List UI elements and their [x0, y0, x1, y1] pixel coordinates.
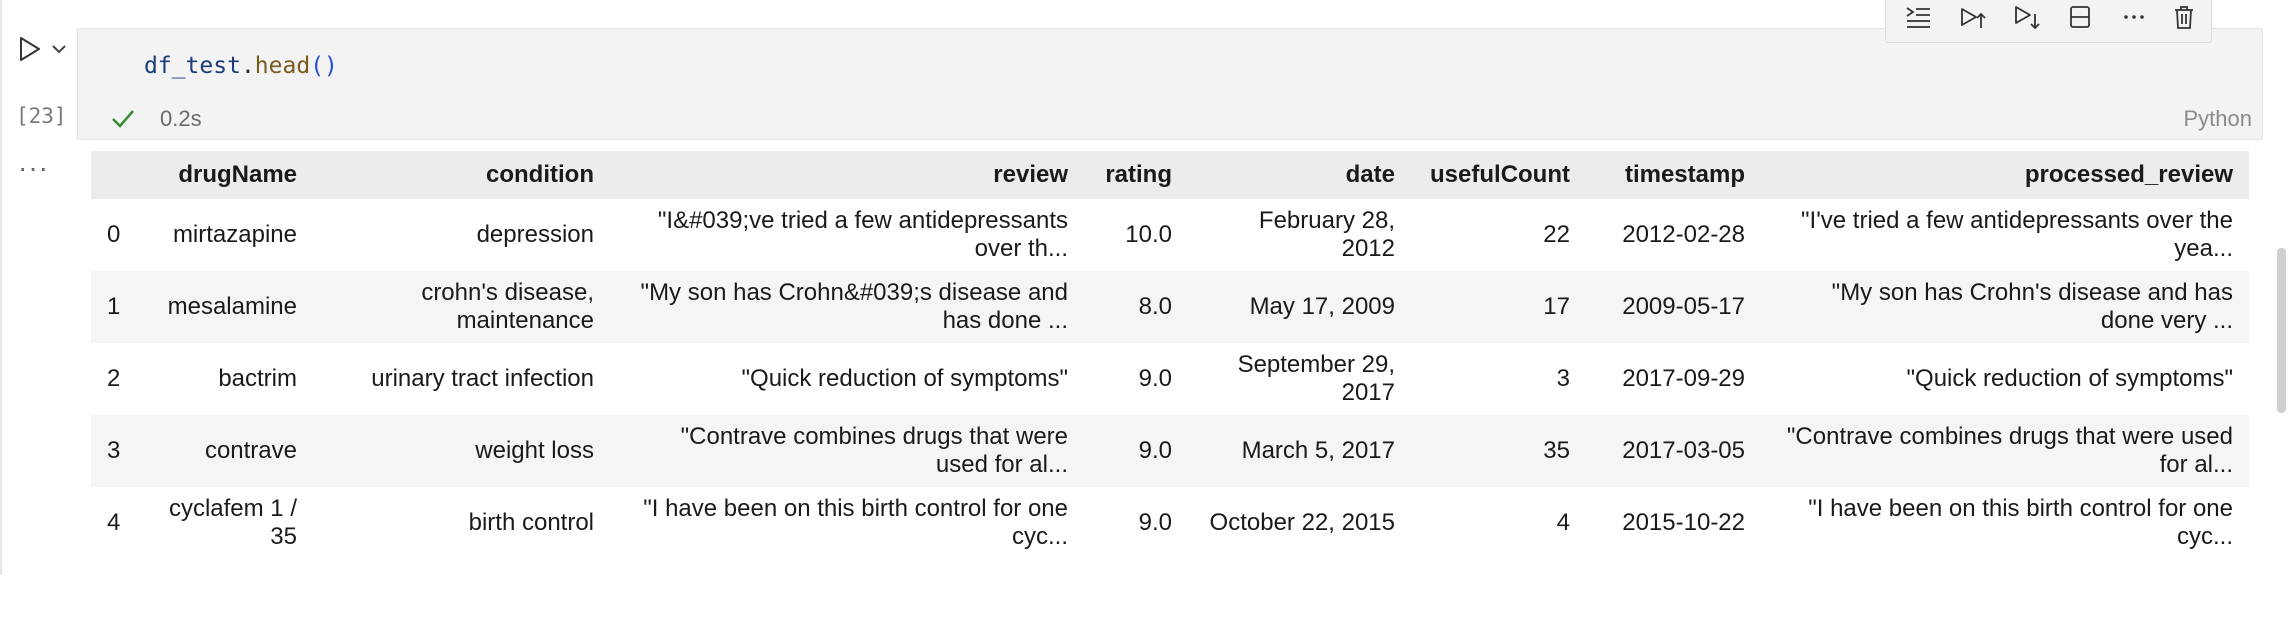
- table-cell: February 28, 2012: [1258, 207, 1395, 262]
- table-cell: "Contrave combines drugs that were used …: [610, 415, 1084, 487]
- table-cell: weight loss: [313, 415, 610, 487]
- table-cell: 2009-05-17: [1586, 271, 1761, 343]
- table-cell: "Quick reduction of symptoms": [1906, 365, 2233, 392]
- table-row: 3 contrave weight loss "Contrave combine…: [91, 415, 2249, 487]
- column-header: review: [610, 151, 1084, 199]
- table-cell: October 22, 2015: [1209, 509, 1395, 536]
- table-cell: 22: [1543, 221, 1570, 248]
- table-row: 4 cyclafem 1 / 35 birth control "I have …: [91, 487, 2249, 559]
- table-cell: 2012-02-28: [1622, 221, 1745, 248]
- delete-icon[interactable]: [2164, 0, 2204, 34]
- dataframe-table: drugName condition review rating date us…: [91, 151, 2249, 559]
- table-cell: "I've tried a few antidepressants over t…: [1801, 207, 2233, 262]
- table-cell: "My son has Crohn's disease and has done…: [1761, 271, 2249, 343]
- execution-count: [23]: [16, 104, 67, 128]
- scrollbar-thumb[interactable]: [2277, 248, 2286, 413]
- table-cell: bactrim: [218, 365, 297, 392]
- table-cell: mesalamine: [143, 271, 313, 343]
- table-header-row: drugName condition review rating date us…: [91, 151, 2249, 199]
- cell-toolbar: [1885, 0, 2212, 43]
- table-cell: March 5, 2017: [1188, 415, 1411, 487]
- table-cell: "I have been on this birth control for o…: [643, 495, 1068, 550]
- chevron-down-icon[interactable]: [50, 40, 68, 58]
- table-cell: contrave: [143, 415, 313, 487]
- table-cell: 17: [1411, 271, 1586, 343]
- table-cell: crohn's disease, maintenance: [313, 271, 610, 343]
- vertical-scrollbar[interactable]: [2274, 0, 2288, 620]
- table-cell: 10.0: [1125, 221, 1172, 248]
- column-header: timestamp: [1586, 151, 1761, 199]
- column-header: condition: [313, 151, 610, 199]
- code-cell[interactable]: df_test.head() 0.2s Python: [77, 28, 2263, 140]
- column-header: drugName: [143, 151, 313, 199]
- table-cell: 9.0: [1138, 365, 1172, 392]
- table-row: 2 bactrim urinary tract infection "Quick…: [91, 343, 2249, 415]
- column-header: rating: [1084, 151, 1188, 199]
- table-cell: cyclafem 1 / 35: [168, 495, 297, 550]
- table-cell: 2017-03-05: [1586, 415, 1761, 487]
- table-cell: 3: [1556, 365, 1570, 392]
- table-cell: 35: [1411, 415, 1586, 487]
- row-index: 3: [91, 415, 143, 487]
- code-variable: df_test: [144, 53, 241, 79]
- table-cell: September 29, 2017: [1237, 351, 1395, 406]
- run-cell-icon[interactable]: [14, 34, 44, 64]
- row-index: 2: [107, 365, 121, 392]
- execute-below-icon[interactable]: [2006, 0, 2046, 34]
- code-parens: (): [310, 53, 338, 79]
- table-cell: mirtazapine: [172, 221, 297, 248]
- table-row: 0 mirtazapine depression "I&#039;ve trie…: [91, 199, 2249, 271]
- table-cell: depression: [476, 221, 594, 248]
- table-cell: "I&#039;ve tried a few antidepressants o…: [657, 207, 1068, 262]
- table-cell: 4: [1556, 509, 1570, 536]
- language-indicator[interactable]: Python: [2183, 106, 2253, 131]
- table-cell: 8.0: [1084, 271, 1188, 343]
- cell-focus-indicator: [0, 0, 2, 575]
- check-icon: [112, 110, 134, 128]
- table-row: 1 mesalamine crohn's disease, maintenanc…: [91, 271, 2249, 343]
- row-index: 0: [107, 221, 121, 248]
- column-header: usefulCount: [1411, 151, 1586, 199]
- execution-time: 0.2s: [160, 106, 202, 131]
- table-cell: "Quick reduction of symptoms": [741, 365, 1068, 392]
- run-by-line-icon[interactable]: [1898, 0, 1938, 34]
- table-cell: 2015-10-22: [1622, 509, 1745, 536]
- table-cell: 9.0: [1084, 415, 1188, 487]
- more-icon[interactable]: [2114, 0, 2154, 34]
- row-index: 4: [107, 509, 121, 536]
- execute-above-icon[interactable]: [1952, 0, 1992, 34]
- table-cell: "My son has Crohn&#039;s disease and has…: [610, 271, 1084, 343]
- row-index: 1: [91, 271, 143, 343]
- table-cell: "Contrave combines drugs that were used …: [1761, 415, 2249, 487]
- table-cell: urinary tract infection: [371, 365, 594, 392]
- table-cell: May 17, 2009: [1188, 271, 1411, 343]
- table-cell: birth control: [468, 509, 594, 536]
- table-cell: 9.0: [1138, 509, 1172, 536]
- code-method: head: [254, 53, 311, 79]
- code-editor[interactable]: df_test.head(): [144, 53, 338, 79]
- output-menu-button[interactable]: ···: [18, 152, 49, 183]
- column-header: date: [1188, 151, 1411, 199]
- table-cell: "I have been on this birth control for o…: [1808, 495, 2233, 550]
- column-header: processed_review: [1761, 151, 2249, 199]
- split-cell-icon[interactable]: [2060, 0, 2100, 34]
- table-cell: 2017-09-29: [1622, 365, 1745, 392]
- column-header: [91, 151, 143, 199]
